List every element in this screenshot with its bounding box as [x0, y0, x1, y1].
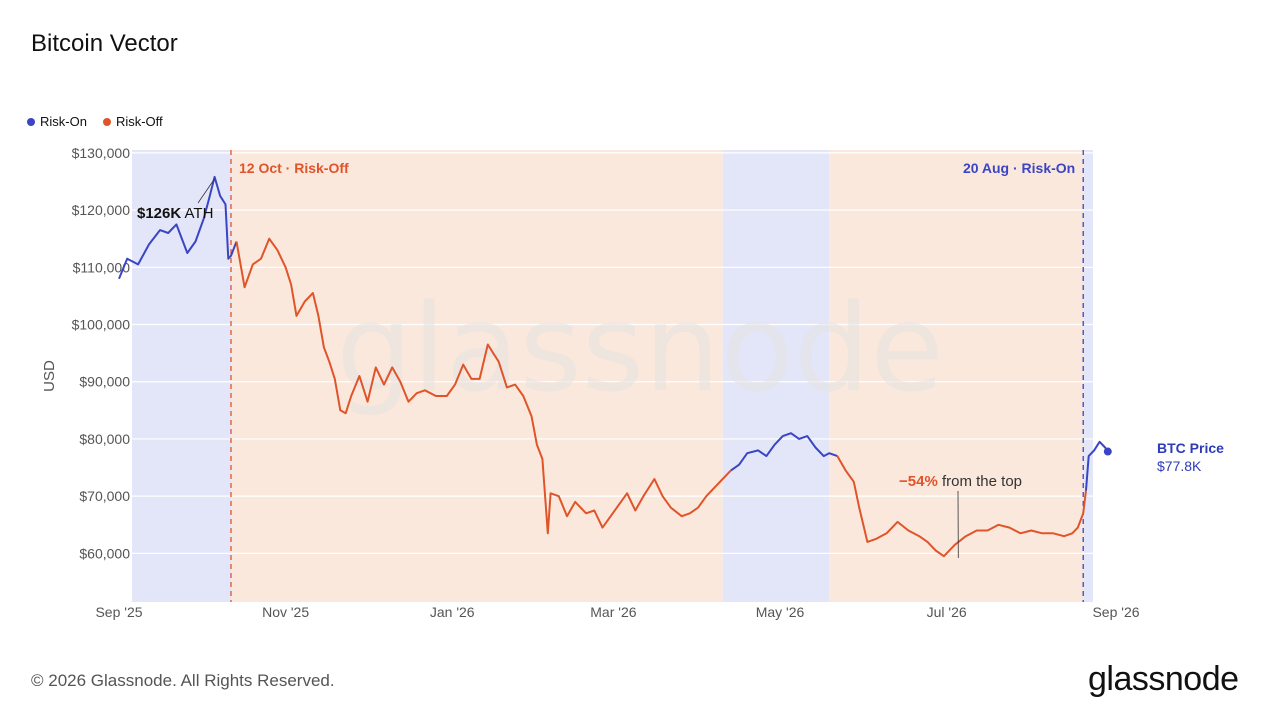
glassnode-watermark: glassnode	[336, 280, 944, 419]
ath-callout-line	[197, 178, 215, 204]
regime-band-risk-off-1	[230, 150, 723, 602]
legend-swatch-risk-off	[102, 117, 111, 126]
regime-band-risk-on-4	[1083, 150, 1093, 602]
y-tick-label: $80,000	[79, 431, 130, 447]
y-tick-label: $130,000	[72, 145, 131, 161]
x-tick-label: Mar '26	[590, 604, 636, 620]
legend-item-risk-off[interactable]: Risk-Off	[102, 114, 163, 129]
y-tick-label: $120,000	[72, 202, 131, 218]
last-price-dot	[1103, 447, 1112, 456]
price-line-risk-on	[730, 432, 838, 472]
price-line-risk-off	[836, 455, 1087, 558]
price-line-risk-on	[1085, 440, 1109, 491]
y-axis-label: USD	[41, 360, 58, 392]
event-label: 12 Oct · Risk-Off	[239, 160, 349, 176]
glassnode-logo: glassnode	[1088, 660, 1239, 698]
x-tick-label: Nov '25	[262, 604, 309, 620]
price-line-risk-on	[118, 175, 238, 280]
regime-band-risk-on-0	[132, 150, 231, 602]
ath-text: ATH	[181, 205, 213, 222]
y-tick-label: $100,000	[72, 317, 131, 333]
legend: Risk-On Risk-Off	[27, 114, 163, 129]
regime-band-risk-on-2	[722, 150, 830, 602]
btc-price-value: $77.8K	[1157, 458, 1202, 474]
y-tick-label: $110,000	[73, 259, 131, 275]
y-tick-label: $60,000	[79, 545, 130, 561]
x-tick-label: Jan '26	[430, 604, 475, 620]
x-tick-label: Sep '26	[1092, 604, 1139, 620]
legend-swatch-risk-on	[27, 117, 35, 126]
legend-item-risk-on[interactable]: Risk-On	[27, 114, 87, 129]
x-tick-label: Sep '25	[95, 604, 142, 620]
drawdown-annotation: −54% from the top	[899, 473, 1022, 490]
x-tick-label: Jul '26	[927, 604, 967, 620]
btc-price-name: BTC Price	[1157, 440, 1224, 456]
x-tick-label: May '26	[756, 604, 805, 620]
btc-price-label: BTC Price $77.8K	[1157, 439, 1224, 475]
event-label: 20 Aug · Risk-On	[963, 160, 1075, 176]
regime-band-risk-off-3	[829, 150, 1084, 602]
y-tick-label: $90,000	[79, 374, 130, 390]
chart-title: Bitcoin Vector	[31, 30, 178, 57]
drawdown-value: −54%	[899, 473, 938, 490]
ath-annotation: $126K ATH	[137, 205, 213, 222]
ath-value: $126K	[137, 205, 181, 222]
legend-label-risk-on: Risk-On	[40, 114, 87, 129]
price-line-risk-off	[235, 237, 732, 535]
legend-label-risk-off: Risk-Off	[115, 114, 163, 129]
y-tick-label: $70,000	[79, 488, 130, 504]
copyright-footer: © 2026 Glassnode. All Rights Reserved.	[31, 671, 335, 690]
drawdown-text: from the top	[938, 473, 1022, 490]
